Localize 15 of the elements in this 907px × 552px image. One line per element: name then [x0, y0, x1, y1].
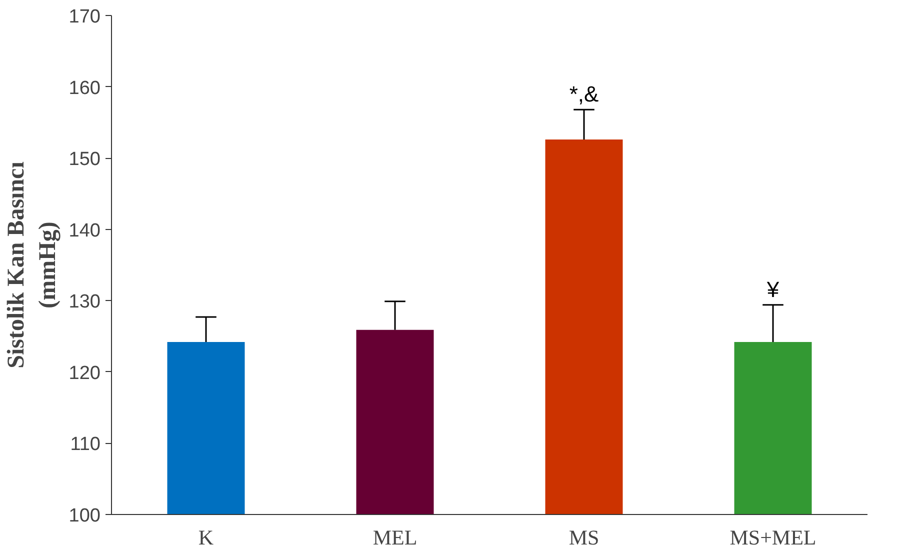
annotation: ¥	[766, 277, 780, 302]
y-axis-title: Sistolik Kan Basıncı (mmHg)	[4, 161, 61, 368]
y-tick-label: 150	[68, 149, 100, 170]
y-tick-label: 110	[70, 434, 101, 456]
x-tick-label: MS+MEL	[730, 526, 816, 550]
y-tick-label: 170	[68, 6, 100, 28]
y-tick-label: 160	[68, 78, 100, 99]
y-tick-label: 140	[68, 220, 100, 242]
x-tick-label: MEL	[372, 526, 418, 550]
x-tick-label: MS	[568, 526, 600, 550]
x-tick-label: K	[198, 526, 214, 550]
y-tick-label: 100	[68, 506, 100, 526]
y-tick-label: 120	[68, 362, 100, 384]
y-tick-label: 130	[68, 292, 100, 313]
annotation: *,&	[569, 82, 599, 107]
